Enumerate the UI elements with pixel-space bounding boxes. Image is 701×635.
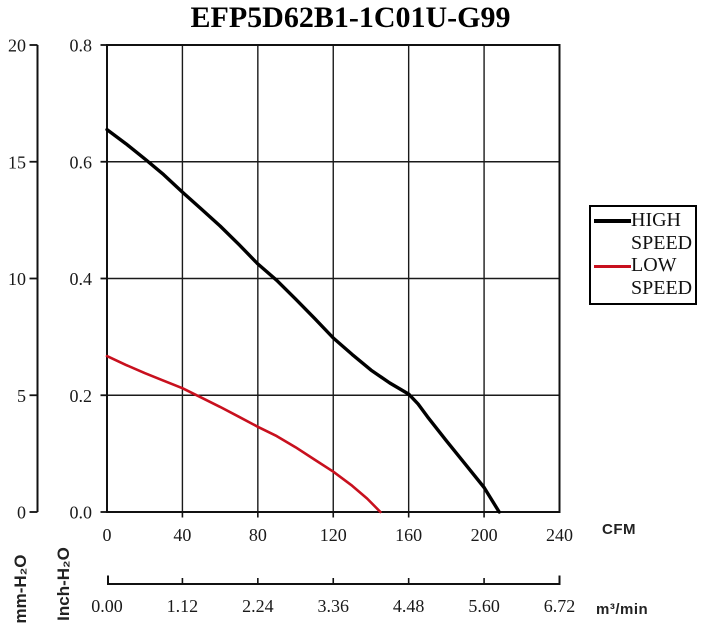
legend-entry-low-speed: LOW SPEED <box>594 254 695 299</box>
x2-tick-label: 2.24 <box>242 596 274 616</box>
x-tick-label: 120 <box>320 525 347 545</box>
x-tick-label: 200 <box>471 525 498 545</box>
curve-low-speed <box>105 354 382 514</box>
legend-label-high-speed: HIGH SPEED <box>631 209 692 254</box>
x2-tick-label: 0.00 <box>91 596 123 616</box>
y-tick-label-inch: 0.6 <box>70 152 93 172</box>
y-tick-label-mm: 10 <box>8 269 26 289</box>
y-tick-label-mm: 20 <box>8 36 26 56</box>
x2-tick-label: 5.60 <box>468 596 500 616</box>
legend-label-line: HIGH <box>631 209 681 231</box>
x2-tick-label: 1.12 <box>167 596 199 616</box>
legend-label-line: LOW <box>631 254 677 276</box>
y-tick-label-mm: 5 <box>17 386 26 406</box>
x2-tick-label: 4.48 <box>393 596 425 616</box>
legend: HIGH SPEED LOW SPEED <box>589 205 697 305</box>
legend-label-line: SPEED <box>631 231 693 254</box>
x-axis-unit-cfm: CFM <box>602 521 636 538</box>
high-speed-line-sample <box>594 219 631 223</box>
legend-label-line: SPEED <box>631 276 693 299</box>
legend-entry-high-speed: HIGH SPEED <box>594 209 695 254</box>
x-tick-label: 40 <box>173 525 191 545</box>
legend-label-low-speed: LOW SPEED <box>631 254 692 299</box>
x2-tick-label: 3.36 <box>318 596 350 616</box>
y-tick-label-inch: 0.0 <box>70 503 93 523</box>
x-tick-label: 0 <box>103 525 112 545</box>
x-tick-label: 240 <box>546 525 573 545</box>
y-tick-label-mm: 0 <box>17 503 26 523</box>
curve-high-speed <box>105 127 501 514</box>
x2-tick-label: 6.72 <box>544 596 576 616</box>
y-tick-label-mm: 15 <box>8 152 26 172</box>
x-tick-label: 80 <box>249 525 267 545</box>
y-tick-label-inch: 0.2 <box>70 386 93 406</box>
chart-title: EFP5D62B1-1C01U-G99 <box>190 1 511 34</box>
y-axis-label-mm-h2o: mm-H₂O <box>11 554 30 624</box>
y-tick-label-inch: 0.4 <box>70 269 93 289</box>
low-speed-line-sample <box>594 265 631 268</box>
x-axis-unit-m3min: m³/min <box>596 601 649 618</box>
x-tick-label: 160 <box>395 525 422 545</box>
y-axis-label-inch-h2o: Inch-H₂O <box>54 547 73 621</box>
y-tick-label-inch: 0.8 <box>70 36 93 56</box>
